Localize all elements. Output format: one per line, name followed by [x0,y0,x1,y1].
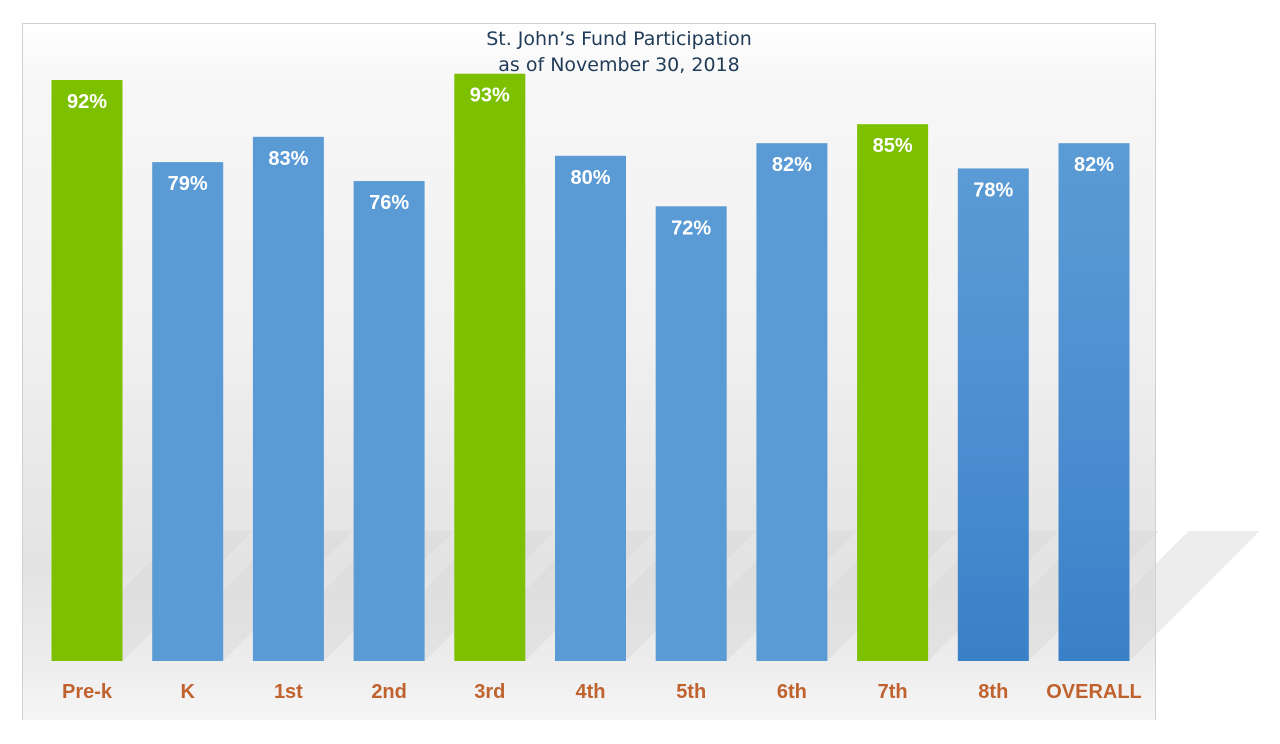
category-label: 8th [978,681,1008,703]
bar-1st [252,136,324,662]
category-label: 4th [576,681,606,703]
bar-8th [957,168,1029,661]
data-label: 92% [67,91,107,113]
category-label: 5th [676,681,706,703]
category-label: 7th [878,681,908,703]
data-label: 76% [369,192,409,214]
category-label: 6th [777,681,807,703]
bar-3rd [454,73,526,661]
data-label: 82% [1074,154,1114,176]
bar-7th [857,124,929,662]
category-label: 3rd [474,681,505,703]
category-label: Pre-k [62,681,113,703]
data-label: 79% [168,173,208,195]
category-label: 1st [274,681,303,703]
data-label: 85% [873,135,913,157]
bar-pre-k [51,80,123,661]
data-label: 80% [570,167,610,189]
category-label: OVERALL [1046,681,1142,703]
data-label: 82% [772,154,812,176]
data-label: 72% [671,217,711,239]
category-label: 2nd [371,681,407,703]
bar-6th [756,143,828,662]
chart-title: St. John’s Fund Participation [486,28,752,50]
bar-k [152,162,224,662]
bar-chart: St. John’s Fund Participation as of Nove… [51,28,1260,703]
data-label: 78% [973,179,1013,201]
bar-5th [655,206,727,661]
bar-4th [555,155,626,662]
category-label: K [180,681,195,703]
chart-subtitle: as of November 30, 2018 [498,54,739,76]
data-label: 93% [470,85,510,107]
bar-2nd [353,181,425,661]
bar-overall [1058,143,1130,662]
chart-frame: St. John’s Fund Participation as of Nove… [22,23,1260,720]
data-label: 83% [268,148,308,170]
